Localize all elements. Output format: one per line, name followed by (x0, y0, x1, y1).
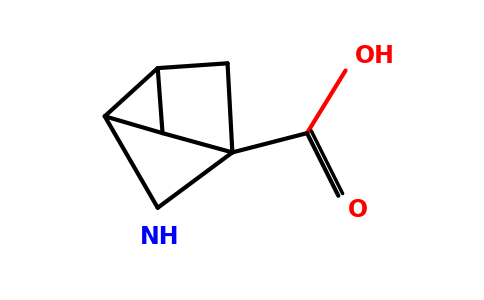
Text: OH: OH (355, 44, 395, 68)
Text: O: O (348, 198, 368, 222)
Text: NH: NH (140, 225, 180, 249)
